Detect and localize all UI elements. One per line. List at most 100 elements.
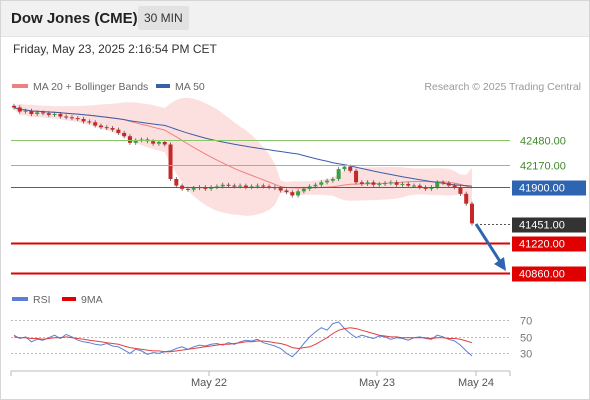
- candle-body: [232, 185, 237, 187]
- candle-body: [110, 128, 115, 130]
- copyright-label: Research © 2025 Trading Central: [424, 81, 581, 93]
- candle: [122, 130, 127, 139]
- candle-body: [429, 187, 434, 189]
- level-label: 42480.00: [520, 136, 566, 148]
- candle-body: [296, 191, 301, 196]
- candle: [464, 191, 469, 206]
- timeframe-button[interactable]: 30 MIN: [138, 6, 189, 30]
- level-pivot: 41900.00: [11, 180, 586, 196]
- candle-body: [377, 183, 382, 185]
- candle: [359, 180, 364, 186]
- candle: [168, 142, 173, 182]
- candle-body: [35, 112, 40, 115]
- candle-body: [255, 185, 260, 187]
- candle-body: [365, 182, 370, 184]
- candle: [325, 178, 330, 185]
- candle-body: [122, 132, 127, 137]
- candle: [110, 125, 115, 132]
- rsi-legend-swatch: [12, 297, 28, 301]
- candle-body: [238, 185, 243, 187]
- candle: [12, 103, 16, 110]
- forecast-arrow: [474, 223, 506, 271]
- level-support: 41220.00: [11, 236, 586, 252]
- level-box: [512, 236, 586, 252]
- candle-body: [29, 110, 34, 115]
- candle-body: [69, 117, 74, 119]
- candle-body: [319, 182, 324, 185]
- candle-body: [23, 110, 28, 112]
- level-layer: 42480.00 42170.00 41900.00 41451.00 41220.00…: [11, 136, 586, 282]
- candle: [75, 116, 80, 122]
- candle-body: [354, 170, 359, 183]
- rsi-ma-line: [13, 327, 473, 353]
- candle: [284, 188, 289, 195]
- candle-body: [290, 192, 295, 196]
- level-resistance: 42480.00: [11, 136, 566, 148]
- candle-body: [394, 182, 399, 185]
- candle-body: [452, 185, 457, 188]
- level-box: [512, 266, 586, 282]
- candle: [46, 111, 51, 117]
- candle-body: [104, 127, 109, 129]
- candle-body: [458, 187, 463, 194]
- candle: [93, 120, 98, 128]
- level-label: 41220.00: [519, 239, 565, 251]
- candle-body: [185, 188, 190, 190]
- candle-body: [191, 188, 196, 190]
- rsi-ma-legend-label: 9MA: [81, 294, 103, 306]
- candle-body: [435, 182, 440, 188]
- candle: [429, 185, 434, 191]
- rsi-level-label: 50: [520, 333, 532, 345]
- candle-body: [301, 188, 306, 192]
- candle-body: [87, 121, 92, 123]
- candle: [354, 168, 359, 185]
- bollinger-band: [14, 97, 472, 216]
- candle-body: [133, 140, 138, 143]
- candle: [470, 201, 474, 226]
- candle-body: [464, 193, 469, 204]
- candle-body: [336, 169, 341, 179]
- candle-body: [243, 185, 248, 188]
- current-price-box: [512, 217, 586, 233]
- candle-body: [127, 136, 132, 143]
- candle: [40, 110, 45, 116]
- candle-body: [209, 187, 214, 189]
- candle: [383, 181, 388, 186]
- candle: [417, 183, 422, 190]
- candle: [441, 180, 446, 186]
- candle-body: [446, 183, 451, 186]
- rsi-line: [13, 321, 473, 358]
- candle-body: [330, 179, 335, 181]
- candle-body: [441, 182, 446, 184]
- candle: [243, 183, 248, 190]
- candle-body: [261, 185, 266, 187]
- candle: [133, 138, 138, 145]
- candle-body: [342, 166, 347, 170]
- candle-body: [46, 113, 51, 115]
- candle: [365, 180, 370, 186]
- header-bar: Dow Jones (CME) 30 MIN: [0, 0, 590, 37]
- candle: [52, 111, 57, 117]
- candle: [336, 167, 341, 182]
- current-price-label: 41451.00: [519, 220, 565, 232]
- candle: [388, 180, 393, 186]
- candle: [29, 108, 34, 117]
- candle-body: [116, 129, 121, 133]
- candle: [377, 181, 382, 187]
- candle: [69, 115, 74, 121]
- candle-body: [249, 186, 254, 188]
- rsi-panel: 70 50 30: [11, 316, 532, 361]
- candle: [290, 190, 295, 198]
- candle: [64, 114, 69, 120]
- candle-body: [156, 142, 161, 144]
- candle: [209, 185, 214, 191]
- candle-body: [400, 183, 405, 185]
- candle-body: [93, 122, 98, 126]
- candle-body: [174, 179, 179, 186]
- candle-body: [383, 183, 388, 185]
- candle: [162, 139, 167, 147]
- candle: [174, 176, 179, 188]
- candle: [267, 184, 272, 190]
- candle: [214, 184, 219, 190]
